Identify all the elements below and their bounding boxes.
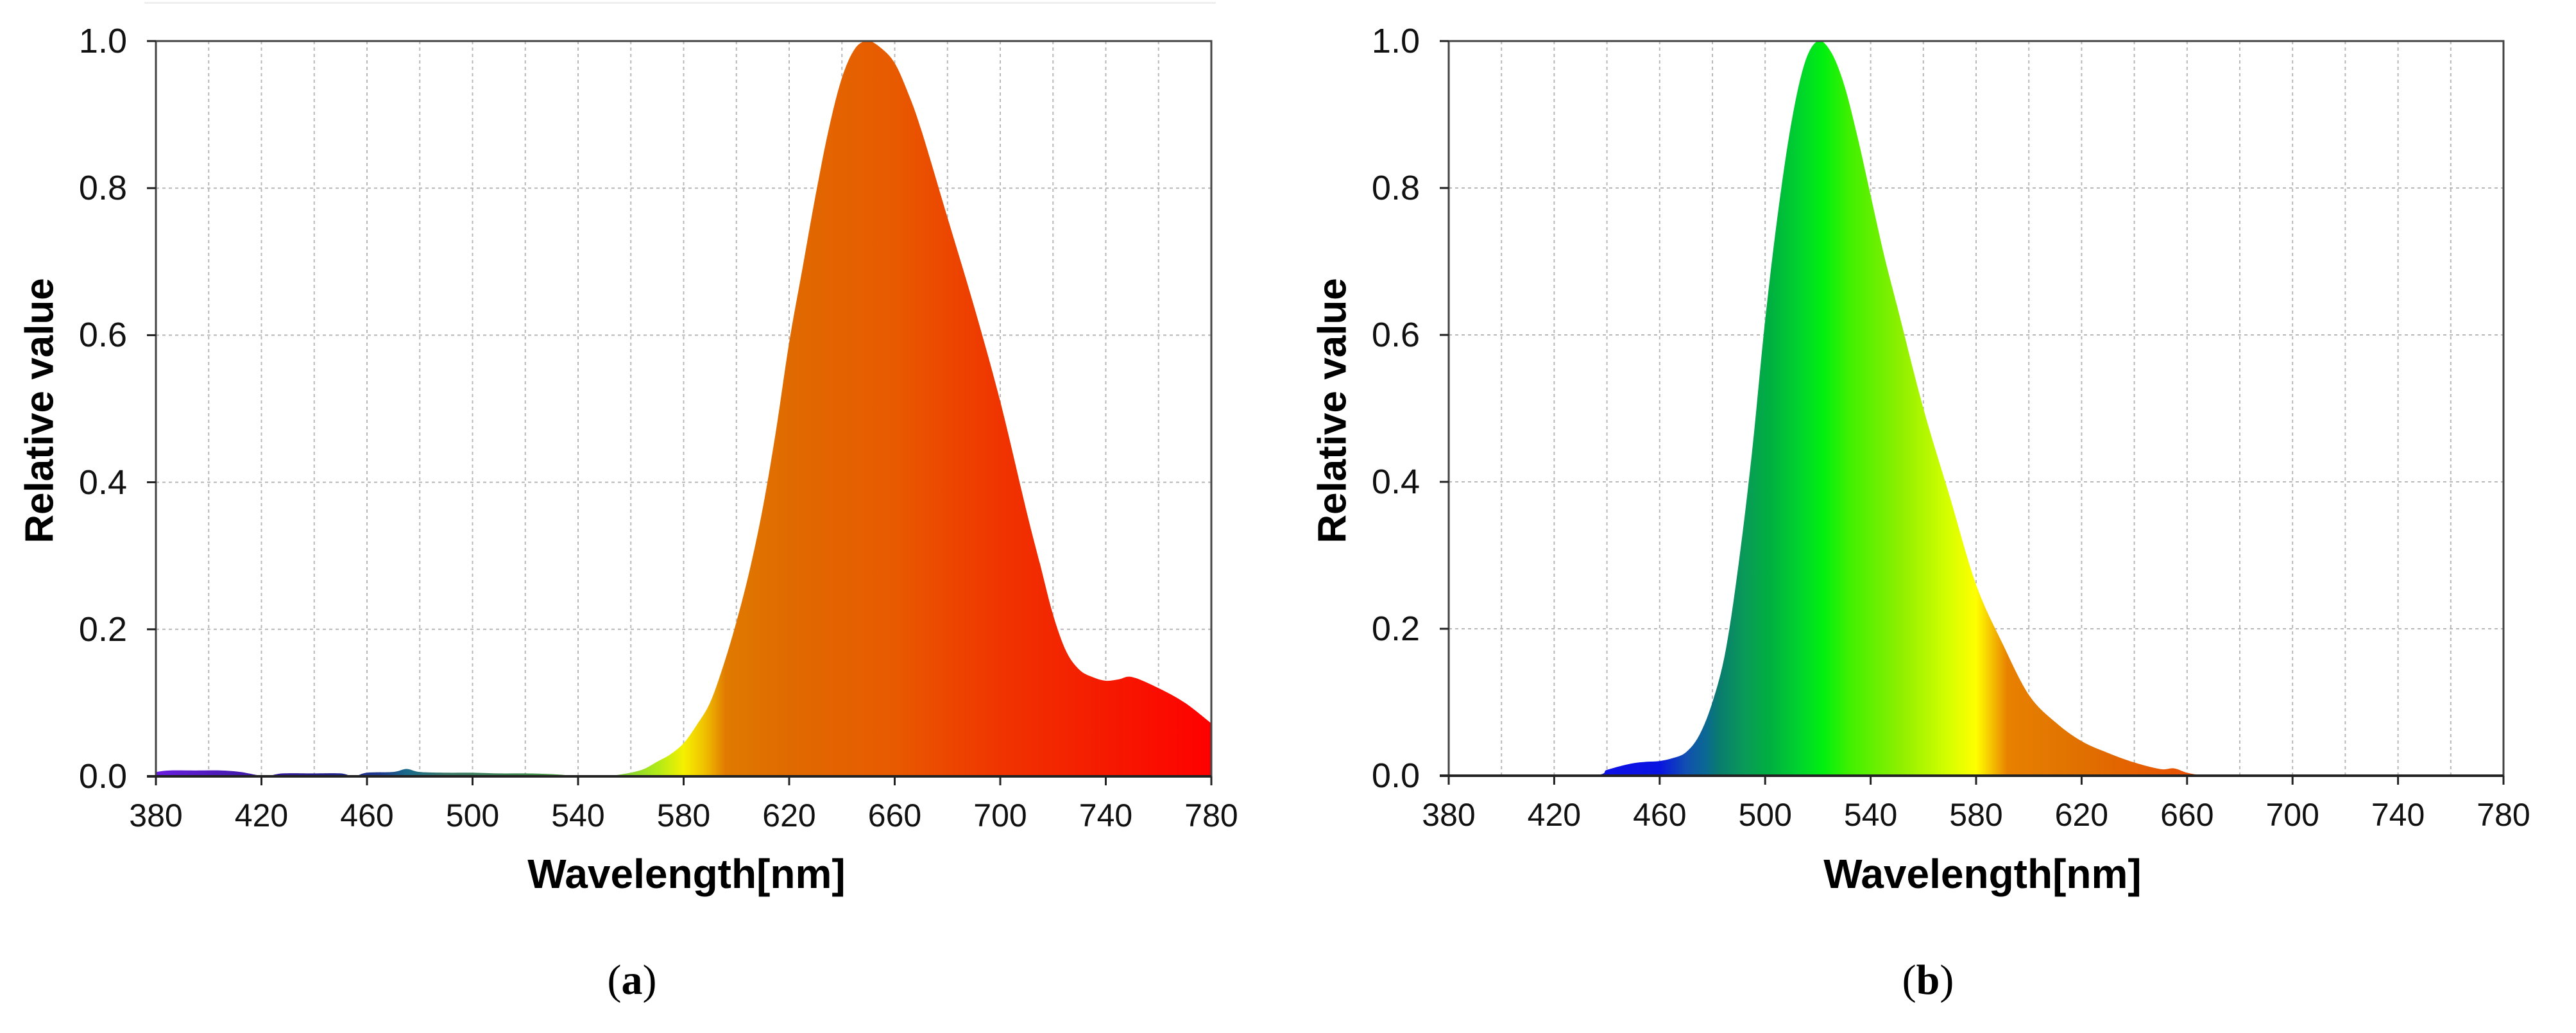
y-tick-label: 0.4 bbox=[78, 463, 127, 502]
y-tick-label: 0.6 bbox=[1371, 316, 1420, 354]
x-tick-label: 460 bbox=[340, 798, 394, 833]
x-tick-label: 660 bbox=[867, 798, 922, 833]
x-tick-label: 540 bbox=[551, 798, 605, 833]
x-tick-label: 380 bbox=[1422, 797, 1476, 833]
x-tick-label: 540 bbox=[1843, 797, 1898, 833]
x-axis-title-a: Wavelength[nm] bbox=[527, 851, 846, 897]
x-tick-label: 580 bbox=[656, 798, 711, 833]
x-tick-label: 420 bbox=[1527, 797, 1582, 833]
y-tick-label: 0.2 bbox=[1371, 610, 1420, 648]
caption-letter-a: a bbox=[621, 957, 643, 1003]
x-tick-label: 620 bbox=[762, 798, 816, 833]
figure-caption-b: (b) bbox=[1902, 957, 1954, 1003]
top-border-line bbox=[144, 2, 1216, 4]
x-tick-label: 740 bbox=[2371, 797, 2425, 833]
x-tick-label: 580 bbox=[1949, 797, 2003, 833]
x-tick-label: 700 bbox=[2265, 797, 2319, 833]
chart-panel-a: Relative value Wavelength[nm] (a) 380 420… bbox=[18, 22, 1238, 1003]
x-tick-label: 460 bbox=[1633, 797, 1687, 833]
x-tick-label: 740 bbox=[1079, 798, 1133, 833]
y-tick-label: 1.0 bbox=[1371, 22, 1420, 60]
spectrum-area bbox=[1449, 40, 2503, 776]
y-tick-label: 0.4 bbox=[1371, 463, 1420, 501]
x-tick-label: 420 bbox=[234, 798, 289, 833]
x-axis-title-b: Wavelength[nm] bbox=[1823, 851, 2142, 897]
x-tick-label: 780 bbox=[2477, 797, 2530, 833]
x-tick-label: 500 bbox=[445, 798, 500, 833]
caption-letter-b: b bbox=[1916, 957, 1940, 1003]
x-tick-label: 700 bbox=[973, 798, 1027, 833]
x-tick-label: 500 bbox=[1738, 797, 1792, 833]
y-tick-label: 1.0 bbox=[78, 22, 127, 60]
chart-panel-b: Relative value Wavelength[nm] (b) 380 420… bbox=[1311, 24, 2530, 1003]
x-tick-label: 620 bbox=[2054, 797, 2109, 833]
y-tick-label: 0.8 bbox=[1371, 169, 1420, 207]
figure-caption-a: (a) bbox=[607, 957, 657, 1003]
x-tick-label: 380 bbox=[129, 798, 183, 833]
y-tick-label: 0.8 bbox=[78, 169, 127, 208]
y-tick-label: 0.0 bbox=[78, 757, 127, 796]
x-tick-label: 660 bbox=[2160, 797, 2214, 833]
plot-area-a bbox=[147, 40, 1213, 785]
y-tick-label: 0.2 bbox=[78, 610, 127, 649]
x-tick-label: 780 bbox=[1184, 798, 1238, 833]
y-tick-label: 0.0 bbox=[1371, 756, 1420, 795]
spectrum-area bbox=[156, 41, 1211, 776]
y-tick-label: 0.6 bbox=[78, 316, 127, 355]
